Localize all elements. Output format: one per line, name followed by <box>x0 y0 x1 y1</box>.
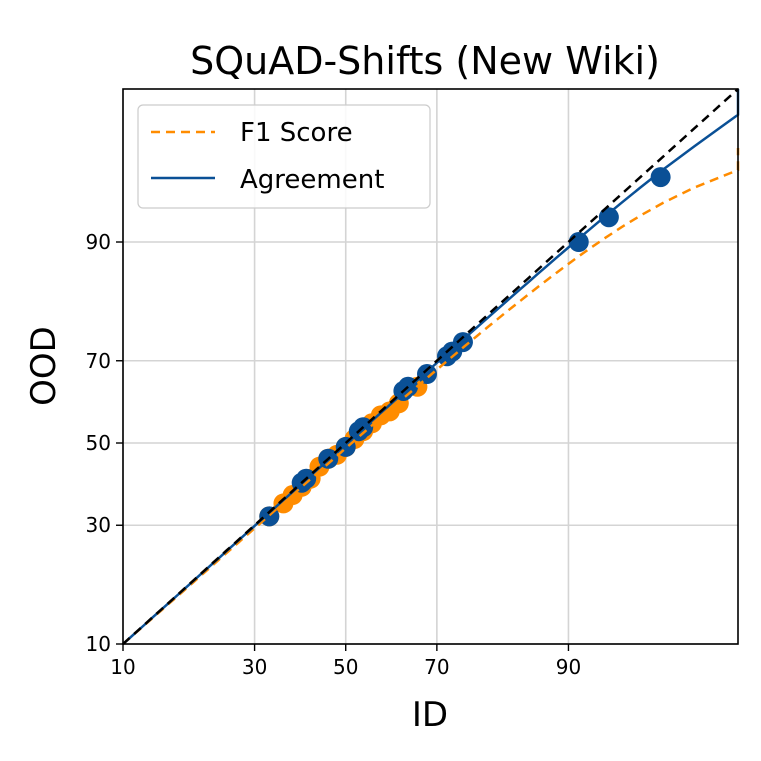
point-agreement-15 <box>650 167 671 188</box>
x-tick-label-90: 90 <box>556 655 581 679</box>
point-agreement-12 <box>452 332 473 353</box>
point-agreement-13 <box>568 232 589 253</box>
x-tick-label-70: 70 <box>424 655 449 679</box>
y-tick-label-50: 50 <box>86 431 111 455</box>
y-tick-label-10: 10 <box>86 632 111 656</box>
x-tick-label-30: 30 <box>242 655 267 679</box>
legend-label-f1-score: F1 Score <box>240 118 353 148</box>
plot-frame <box>122 88 739 645</box>
reference-line <box>122 88 739 645</box>
y-axis-title: OOD <box>24 326 64 406</box>
fit-line-f1-score <box>122 148 740 645</box>
point-agreement-9 <box>417 364 438 385</box>
y-axis-ticks: 10 30 50 70 90 <box>86 230 123 656</box>
x-tick-label-10: 10 <box>110 655 135 679</box>
y-tick-label-70: 70 <box>86 349 111 373</box>
series-lines <box>122 88 740 645</box>
y-tick-label-90: 90 <box>86 230 111 254</box>
x-tick-label-50: 50 <box>333 655 358 679</box>
legend-label-agreement: Agreement <box>240 165 384 195</box>
x-axis-title: ID <box>412 695 448 735</box>
legend: F1 Score Agreement <box>137 104 431 209</box>
y-tick-label-30: 30 <box>86 513 111 537</box>
x-axis-ticks: 10 30 50 70 90 <box>110 644 581 679</box>
point-agreement-0 <box>259 506 280 527</box>
chart-title: SQuAD-Shifts (New Wiki) <box>190 39 660 83</box>
point-agreement-14 <box>598 207 619 228</box>
